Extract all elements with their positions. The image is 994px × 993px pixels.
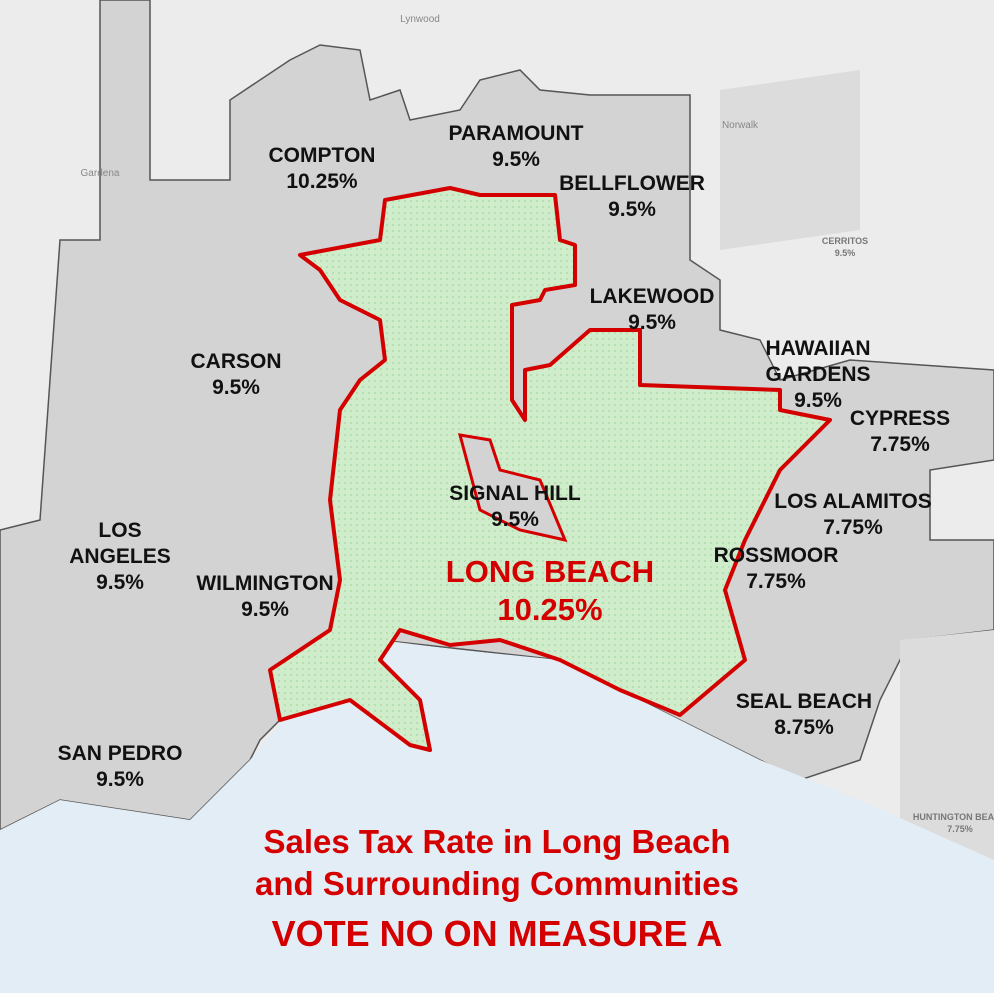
background-label: HUNTINGTON BEACH xyxy=(913,812,994,822)
region-rate: 9.5% xyxy=(491,508,539,531)
region-name: ANGELES xyxy=(69,545,171,568)
signal-hill-area xyxy=(457,433,568,543)
ocean xyxy=(0,640,994,993)
region-rate: 7.75% xyxy=(870,433,930,456)
region-name: WILMINGTON xyxy=(196,572,333,595)
region-rate: 8.75% xyxy=(774,716,834,739)
huntington-area xyxy=(900,630,994,860)
title-line: Sales Tax Rate in Long Beach xyxy=(263,823,730,860)
background-label: CERRITOS xyxy=(822,236,868,246)
region-name: LAKEWOOD xyxy=(590,285,715,308)
region-rate: 9.5% xyxy=(96,768,144,791)
region-rate: 9.5% xyxy=(96,571,144,594)
region-name: SIGNAL HILL xyxy=(449,482,581,505)
slogan: VOTE NO ON MEASURE A xyxy=(272,913,723,954)
long-beach-area xyxy=(268,186,832,752)
long-beach-rate: 10.25% xyxy=(497,592,602,627)
region-rate: 9.5% xyxy=(492,148,540,171)
cerritos-area xyxy=(720,70,860,250)
region-rate: 9.5% xyxy=(212,376,260,399)
background-rate: 9.5% xyxy=(835,248,856,258)
title-line: and Surrounding Communities xyxy=(255,865,739,902)
region-name: LOS xyxy=(98,519,141,542)
region-rate: 9.5% xyxy=(608,198,656,221)
region-name: GARDENS xyxy=(765,363,870,386)
region-name: CARSON xyxy=(190,350,281,373)
background-label: Norwalk xyxy=(722,120,759,131)
region-rate: 7.75% xyxy=(746,570,806,593)
region-name: CYPRESS xyxy=(850,407,950,430)
region-name: PARAMOUNT xyxy=(449,122,584,145)
long-beach-name: LONG BEACH xyxy=(446,554,654,589)
background-label: Gardena xyxy=(81,168,120,179)
region-name: LOS ALAMITOS xyxy=(774,490,932,513)
region-name: COMPTON xyxy=(269,144,376,167)
region-rate: 9.5% xyxy=(794,389,842,412)
region-rate: 7.75% xyxy=(823,516,883,539)
background-label: Lynwood xyxy=(400,14,440,25)
region-name: BELLFLOWER xyxy=(559,172,705,195)
region-rate: 9.5% xyxy=(628,311,676,334)
region-name: SEAL BEACH xyxy=(736,690,872,713)
region-name: SAN PEDRO xyxy=(58,742,183,765)
region-name: ROSSMOOR xyxy=(714,544,839,567)
region-name: HAWAIIAN xyxy=(766,337,871,360)
region-rate: 10.25% xyxy=(286,170,358,193)
background-rate: 7.75% xyxy=(947,824,973,834)
region-rate: 9.5% xyxy=(241,598,289,621)
